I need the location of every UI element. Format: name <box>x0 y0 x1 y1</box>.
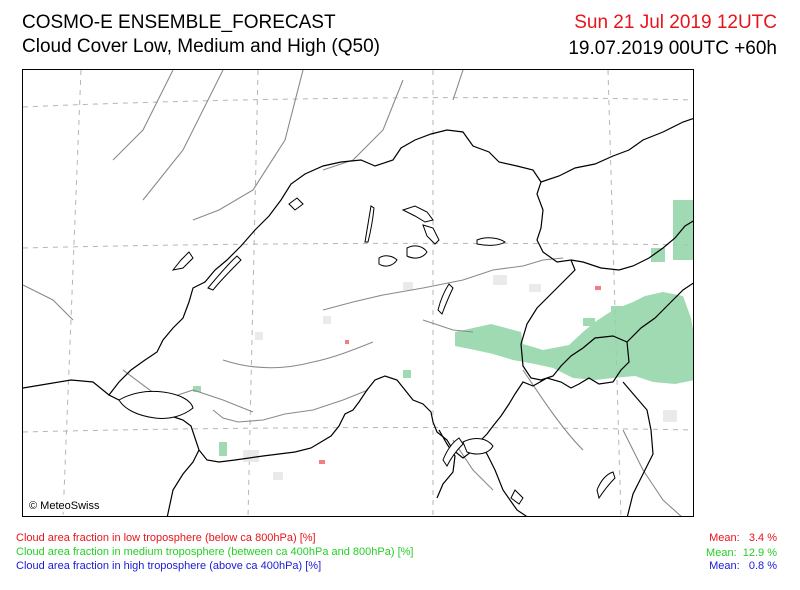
legend-medium-label: Cloud area fraction in medium tropospher… <box>16 546 414 558</box>
forecast-title: COSMO-E ENSEMBLE_FORECAST <box>22 12 336 33</box>
medium-cloud-field <box>193 200 693 456</box>
mean-medium-value: 12.9 % <box>742 547 777 559</box>
mean-high-value: 0.8 % <box>748 560 777 572</box>
rivers <box>23 70 682 516</box>
forecast-subtitle: Cloud Cover Low, Medium and High (Q50) <box>22 36 381 57</box>
mean-medium-label: Mean: <box>706 547 737 559</box>
mean-medium: Mean: 12.9 % <box>706 547 777 559</box>
low-cloud-speckle <box>319 286 601 464</box>
mean-low: Mean: 3.4 % <box>709 532 777 544</box>
mean-low-value: 3.4 % <box>748 532 777 544</box>
lakes <box>118 197 616 505</box>
country-borders <box>23 118 693 516</box>
map-panel: © MeteoSwiss <box>22 69 694 517</box>
graticule <box>23 70 693 516</box>
run-info: 19.07.2019 00UTC +60h <box>568 38 777 59</box>
mean-high-label: Mean: <box>709 560 740 572</box>
copyright-label: © MeteoSwiss <box>27 500 102 512</box>
cloud-cover-map <box>23 70 693 516</box>
mean-low-label: Mean: <box>709 532 740 544</box>
valid-date: Sun 21 Jul 2019 12UTC <box>574 12 777 33</box>
legend-high-label: Cloud area fraction in high troposphere … <box>16 560 322 572</box>
mean-high: Mean: 0.8 % <box>709 560 777 572</box>
light-cloud-speckle <box>243 275 677 480</box>
legend-low-label: Cloud area fraction in low troposphere (… <box>16 532 316 544</box>
